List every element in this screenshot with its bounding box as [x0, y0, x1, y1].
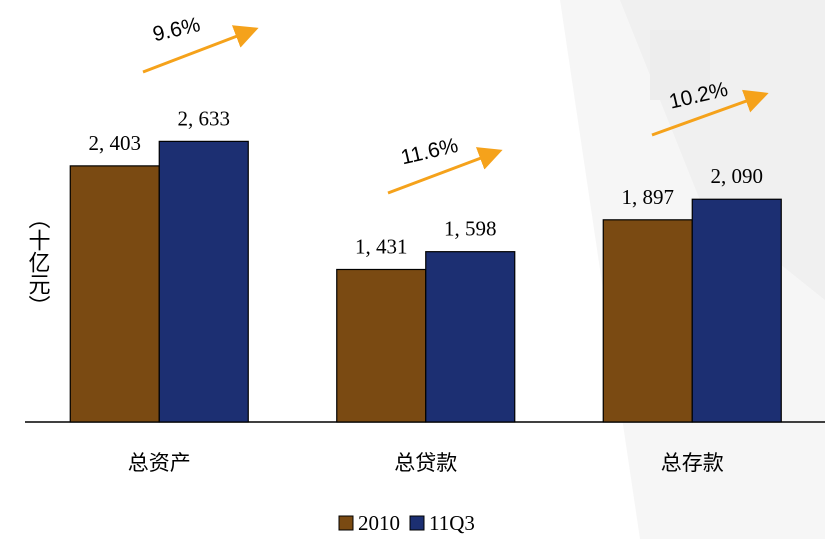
bar	[69, 165, 160, 423]
x-tick-label: 总贷款	[394, 452, 457, 475]
growth-arrow	[142, 25, 259, 74]
growth-arrow	[387, 147, 503, 195]
value-label: 1, 431	[355, 234, 408, 258]
growth-arrow	[651, 89, 769, 137]
value-label: 1, 897	[622, 185, 675, 209]
legend-swatch	[409, 515, 425, 531]
bar	[602, 219, 693, 423]
value-label: 2, 633	[178, 106, 231, 130]
value-label: 2, 403	[89, 131, 142, 155]
value-label: 2, 090	[711, 164, 764, 188]
y-axis-label: （十亿元）	[26, 207, 51, 317]
bar	[691, 198, 782, 423]
value-label: 1, 598	[444, 217, 497, 241]
legend-label: 11Q3	[429, 511, 475, 535]
legend-swatch	[338, 515, 354, 531]
bar	[336, 268, 427, 423]
x-tick-label: 总存款	[661, 452, 724, 475]
bar	[158, 140, 249, 423]
growth-label: 9.6%	[151, 13, 203, 46]
bar	[425, 251, 516, 423]
growth-label: 11.6%	[399, 134, 461, 169]
x-tick-label: 总资产	[128, 452, 191, 475]
legend-label: 2010	[358, 511, 400, 535]
